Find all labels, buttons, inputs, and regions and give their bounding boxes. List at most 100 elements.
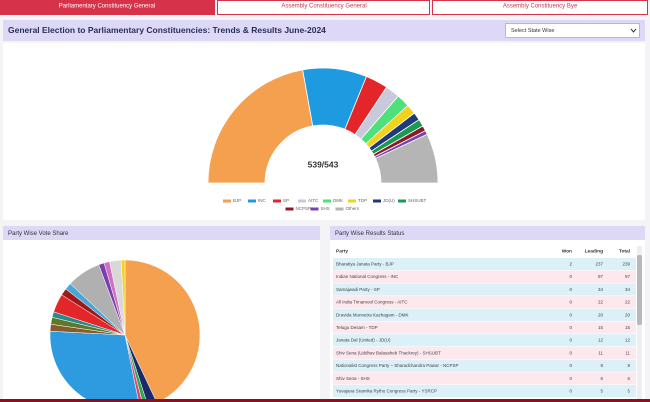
party-name: Bharatiya Janata Party - BJP bbox=[336, 261, 394, 266]
table-number: 20 bbox=[625, 312, 631, 317]
legend-label: AITC bbox=[308, 198, 319, 203]
column-header: Total bbox=[619, 248, 630, 254]
panel-title: Party Wise Vote Share bbox=[8, 231, 69, 237]
column-header: Leading bbox=[585, 248, 603, 254]
table-number: 0 bbox=[569, 287, 572, 292]
table-number: 97 bbox=[598, 274, 604, 279]
party-name: Samajwadi Party - SP bbox=[336, 287, 380, 292]
table-row bbox=[333, 270, 636, 283]
party-name: All India Trinamool Congress - AITC bbox=[336, 300, 408, 305]
legend-label: Others bbox=[346, 206, 360, 211]
tab-label[interactable]: Assembly Constituency General bbox=[281, 4, 366, 10]
table-number: 0 bbox=[569, 363, 572, 368]
tab-active[interactable] bbox=[0, 0, 215, 15]
table-number: 11 bbox=[598, 350, 603, 355]
party-name: Nationalist Congress Party – Sharadchand… bbox=[336, 363, 459, 368]
table-number: 15 bbox=[598, 325, 604, 330]
column-header: Party bbox=[336, 248, 348, 254]
column-header: Won bbox=[562, 248, 572, 254]
tab-label[interactable]: Parliamentary Constituency General bbox=[59, 4, 155, 10]
legend-swatch bbox=[223, 199, 231, 203]
dropdown-arrow bbox=[630, 28, 637, 33]
header-bar bbox=[3, 20, 645, 41]
legend-swatch bbox=[323, 199, 331, 203]
bottom-bar bbox=[0, 399, 650, 402]
legend-swatch bbox=[273, 199, 281, 203]
party-name: Telugu Desam - TDP bbox=[336, 325, 378, 330]
legend-label: TDP bbox=[358, 198, 367, 203]
legend-label: SHS bbox=[321, 206, 330, 211]
donut-segment bbox=[207, 69, 314, 184]
table-number: 6 bbox=[600, 376, 603, 381]
table-number: 34 bbox=[625, 287, 631, 292]
table-number: 8 bbox=[600, 363, 603, 368]
table-number: 11 bbox=[625, 350, 630, 355]
legend-swatch bbox=[310, 207, 319, 211]
party-name: Janata Dal (United) - JD(U) bbox=[336, 338, 391, 343]
legend-label: JD(U) bbox=[383, 198, 395, 203]
tab-label[interactable]: Assembly Constituency Bye bbox=[503, 4, 578, 10]
legend-swatch bbox=[398, 199, 406, 203]
table-row bbox=[333, 359, 636, 372]
table-number: 22 bbox=[598, 300, 604, 305]
table-row bbox=[333, 385, 636, 398]
tab[interactable] bbox=[217, 0, 430, 15]
party-name: Shiv Sena (Uddhav Balasaheb Thackrey) - … bbox=[336, 350, 441, 355]
legend-label: NCPSP bbox=[296, 206, 312, 211]
table-number: 0 bbox=[569, 312, 572, 317]
table-row bbox=[333, 346, 636, 360]
table-number: 5 bbox=[627, 388, 630, 393]
table-number: 20 bbox=[598, 312, 604, 317]
table-number: 0 bbox=[569, 300, 572, 305]
table-number: 12 bbox=[625, 338, 631, 343]
pie-slice bbox=[124, 259, 201, 402]
table-row bbox=[333, 258, 636, 271]
party-name: Yuvajana Sramika Rythu Congress Party - … bbox=[336, 388, 437, 393]
table-row bbox=[333, 321, 636, 334]
table-row bbox=[333, 296, 636, 309]
table-header bbox=[333, 245, 636, 257]
table-number: 12 bbox=[598, 338, 604, 343]
center-label: 539/543 bbox=[308, 159, 339, 169]
legend-swatch bbox=[298, 199, 306, 203]
party-name: Dravida Munnetra Kazhagam - DMK bbox=[336, 312, 409, 317]
table-number: 0 bbox=[569, 274, 572, 279]
table-row bbox=[333, 283, 636, 296]
panel-title: Party Wise Results Status bbox=[335, 231, 404, 237]
table-number: 0 bbox=[569, 338, 572, 343]
table-number: 237 bbox=[595, 261, 603, 266]
dropdown-label[interactable]: Select State Wise bbox=[511, 28, 554, 34]
table-number: 239 bbox=[622, 261, 630, 266]
dropdown[interactable] bbox=[505, 23, 640, 38]
table-number: 97 bbox=[625, 274, 631, 279]
table-number: 2 bbox=[569, 261, 572, 266]
pie-slice bbox=[120, 259, 126, 336]
legend-swatch bbox=[248, 199, 256, 203]
table-number: 15 bbox=[625, 325, 631, 330]
table-number: 0 bbox=[569, 376, 572, 381]
party-name: Indian National Congress - INC bbox=[336, 274, 399, 279]
table-number: 0 bbox=[569, 350, 572, 355]
table-number: 5 bbox=[600, 388, 603, 393]
legend-label: INC bbox=[258, 198, 267, 203]
legend-swatch bbox=[348, 199, 356, 203]
pie-slice bbox=[124, 334, 148, 402]
page-title: General Election to Parliamentary Consti… bbox=[8, 25, 326, 35]
table-row bbox=[333, 308, 636, 321]
table-number: 8 bbox=[627, 363, 630, 368]
legend-swatch bbox=[285, 207, 294, 211]
donut-segment bbox=[375, 133, 439, 184]
scrollbar-thumb[interactable] bbox=[637, 255, 642, 325]
panel-header bbox=[330, 226, 645, 240]
table-number: 6 bbox=[627, 376, 630, 381]
table-number: 0 bbox=[569, 388, 572, 393]
table-number: 22 bbox=[625, 300, 631, 305]
legend-label: SP bbox=[283, 198, 289, 203]
table-number: 34 bbox=[598, 287, 604, 292]
legend-swatch bbox=[335, 207, 344, 211]
tab[interactable] bbox=[432, 0, 648, 15]
pie-slice bbox=[49, 330, 139, 402]
panel-header bbox=[3, 226, 320, 240]
